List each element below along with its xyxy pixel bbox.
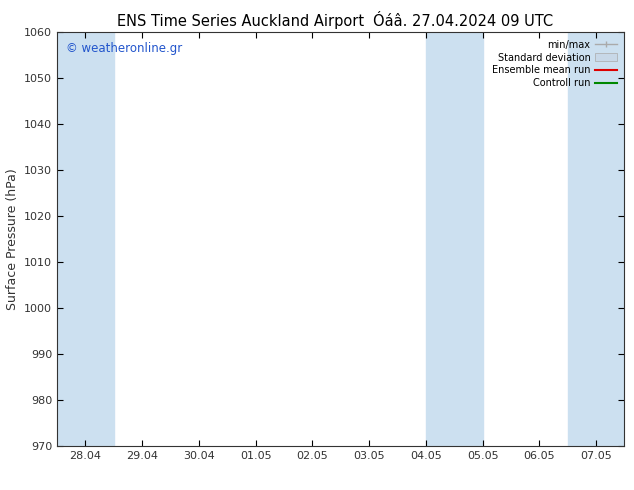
Text: Óáâ. 27.04.2024 09 UTC: Óáâ. 27.04.2024 09 UTC	[373, 14, 553, 29]
Text: ENS Time Series Auckland Airport: ENS Time Series Auckland Airport	[117, 14, 365, 29]
Bar	[568, 32, 624, 446]
Bar	[426, 32, 482, 446]
Text: © weatheronline.gr: © weatheronline.gr	[65, 42, 182, 55]
Y-axis label: Surface Pressure (hPa): Surface Pressure (hPa)	[6, 168, 18, 310]
Bar	[57, 32, 114, 446]
Legend: min/max, Standard deviation, Ensemble mean run, Controll run: min/max, Standard deviation, Ensemble me…	[489, 37, 619, 91]
